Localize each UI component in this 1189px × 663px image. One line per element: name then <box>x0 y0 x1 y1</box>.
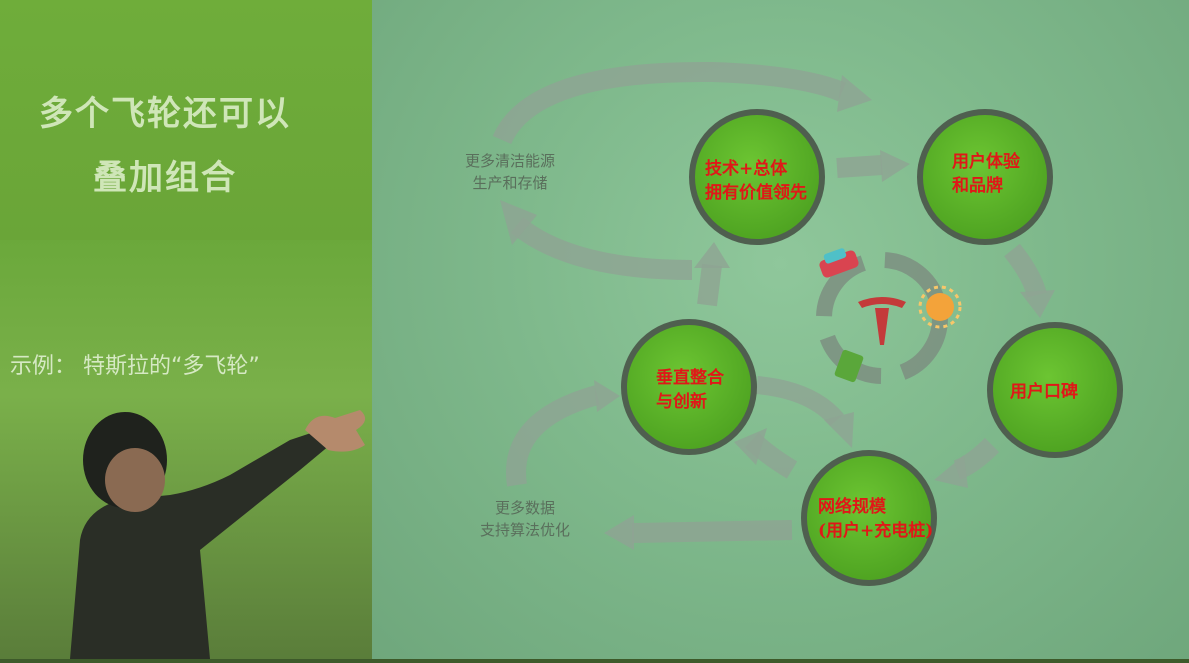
side-label-energy-1: 更多清洁能源 <box>464 152 555 170</box>
side-label-data: 更多数据 支持算法优化 <box>470 497 580 541</box>
example-caption: 示例： 特斯拉的“多飞轮” <box>10 354 260 379</box>
node-network <box>801 450 937 586</box>
node-tech <box>689 109 825 245</box>
arrow-vertical-network <box>756 376 844 427</box>
sun-icon <box>918 285 962 329</box>
node-vertical <box>621 319 757 455</box>
arrow-head-experience-wom <box>1020 290 1055 318</box>
arrow-head-bottom-left <box>594 380 620 412</box>
left-title-line2: 叠加组合 <box>93 158 237 198</box>
arrow-vertical-tech <box>697 263 722 307</box>
side-label-energy-2: 生产和存储 <box>472 174 548 192</box>
side-label-data-1: 更多数据 <box>494 499 555 517</box>
node-tech-label-2: 拥有价值领先 <box>705 183 807 203</box>
arrow-head-wom-network <box>934 455 968 488</box>
arrow-head-vertical-network <box>824 412 854 448</box>
left-title-block <box>0 0 372 240</box>
node-experience-label-2: 和品牌 <box>952 176 1003 196</box>
node-vertical-label-2: 与创新 <box>656 392 707 412</box>
arrow-network-data <box>631 520 793 543</box>
arc-arrow-bottom-left <box>506 385 600 487</box>
arrow-head-top <box>837 75 872 112</box>
arrow-head-vertical-tech <box>694 242 730 268</box>
arrow-head-network-data <box>604 515 634 550</box>
arc-arrow-top <box>492 61 846 145</box>
arrow-head-tech-experience <box>880 150 910 182</box>
battery-icon <box>834 349 864 383</box>
arc-arrow-left <box>510 217 693 280</box>
slide-area: 技术+总体 拥有价值领先 用户体验 和品牌 用户口碑 网络规模 (用户+充电桩)… <box>372 0 1189 659</box>
arrow-experience-wom <box>1004 243 1047 298</box>
arrow-head-network-vertical <box>734 428 767 465</box>
node-tech-label-1: 技术+总体 <box>705 159 788 179</box>
node-wordofmouth <box>987 322 1123 458</box>
side-label-energy: 更多清洁能源 生产和存储 <box>450 150 570 194</box>
node-network-label-1: 网络规模 <box>818 497 886 517</box>
arrow-tech-experience <box>836 155 883 178</box>
node-experience <box>917 109 1053 245</box>
side-label-data-2: 支持算法优化 <box>479 521 570 539</box>
car-icon <box>819 248 859 278</box>
node-network-label-2: (用户+充电桩) <box>818 521 934 541</box>
presenter-silhouette <box>70 410 366 659</box>
node-wordofmouth-label: 用户口碑 <box>1010 382 1078 402</box>
flywheel-diagram <box>492 61 1123 586</box>
arrow-head-left <box>500 200 537 245</box>
tesla-logo-icon <box>858 297 906 345</box>
left-panel: 多个飞轮还可以 叠加组合 示例： 特斯拉的“多飞轮” <box>0 0 372 659</box>
node-vertical-label-1: 垂直整合 <box>656 368 724 388</box>
node-experience-label-1: 用户体验 <box>952 152 1020 172</box>
left-title-line1: 多个飞轮还可以 <box>39 94 291 134</box>
